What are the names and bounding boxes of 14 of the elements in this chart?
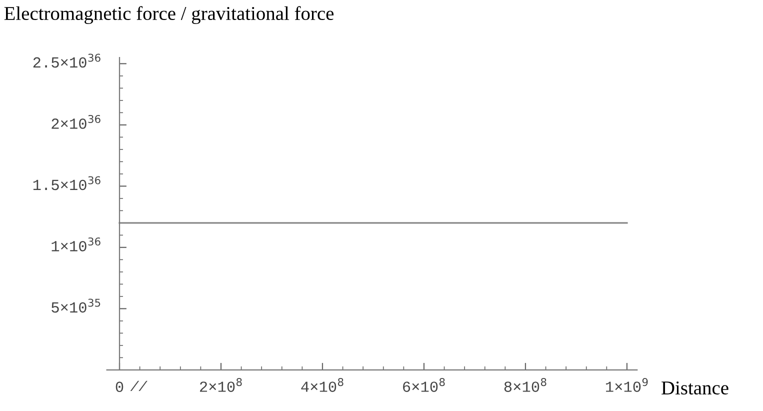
y-tick-label: 2×10$^{36}$ — [52, 114, 100, 129]
x-tick-label: 0 — [116, 382, 124, 392]
y-tick-label: 5×10$^{35}$ — [52, 298, 100, 313]
y-axis-title: Electromagnetic force / gravitational force — [4, 6, 334, 24]
x-tick-label: 1×10$^{9}$ — [606, 378, 648, 392]
y-tick-label: 1.5×10$^{36}$ — [33, 176, 100, 190]
y-tick-label: 1×10$^{36}$ — [52, 237, 100, 252]
y-tick-label: 2.5×10$^{36}$ — [33, 54, 100, 68]
text: // — [130, 380, 148, 392]
x-axis-title: Distance — [662, 381, 728, 395]
x-tick-label: 4×10$^{8}$ — [301, 378, 344, 392]
x-tick-label: 2×10$^{8}$ — [200, 378, 242, 392]
x-tick-label: 8×10$^{8}$ — [504, 378, 546, 392]
x-tick-label: 6×10$^{8}$ — [403, 378, 445, 392]
